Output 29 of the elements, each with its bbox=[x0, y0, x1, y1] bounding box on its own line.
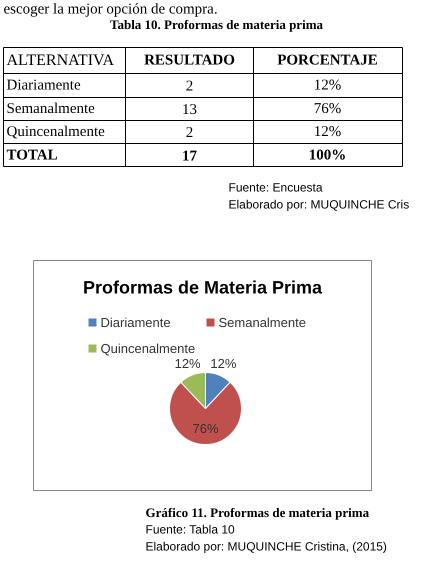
text: Tabla 10. Proformas de materia prima bbox=[110, 17, 324, 32]
data-label: 12% bbox=[210, 356, 237, 371]
text: PORCENTAJE bbox=[277, 52, 378, 68]
category-label: Diariamente bbox=[6, 78, 81, 94]
legend-label: Semanalmente bbox=[218, 315, 306, 330]
text: 2 bbox=[186, 78, 194, 94]
text: Elaborado por: MUQUINCHE Cris bbox=[228, 198, 410, 212]
text: 12% bbox=[314, 124, 342, 140]
legend-label: Diariamente bbox=[100, 315, 171, 330]
data-label: 76% bbox=[192, 420, 219, 436]
text: RESULTADO bbox=[144, 52, 235, 68]
text: 2 bbox=[186, 125, 194, 141]
text: 76% bbox=[314, 101, 342, 117]
source-note: Fuente: Encuesta bbox=[228, 180, 323, 194]
text: ALTERNATIVA bbox=[6, 52, 115, 69]
legend-label: Quincenalmente bbox=[100, 341, 196, 356]
category-label: Semanalmente bbox=[6, 101, 95, 117]
data-label: 12% bbox=[174, 356, 202, 371]
text: Gráfico 11. Proformas de materia prima bbox=[146, 505, 370, 520]
text: escoger la mejor opción de compra. bbox=[4, 2, 218, 18]
text: 17 bbox=[182, 148, 198, 164]
text: Elaborado por: MUQUINCHE Cristina, (2015) bbox=[146, 540, 387, 554]
text: 13 bbox=[182, 102, 197, 118]
category-label: Quincenalmente bbox=[6, 124, 105, 140]
text: 100% bbox=[308, 148, 346, 164]
text: 12% bbox=[314, 78, 342, 94]
source-note: Fuente: Tabla 10 bbox=[146, 522, 236, 536]
text: TOTAL bbox=[6, 148, 58, 164]
chart-title: Proformas de Materia Prima bbox=[82, 278, 324, 298]
